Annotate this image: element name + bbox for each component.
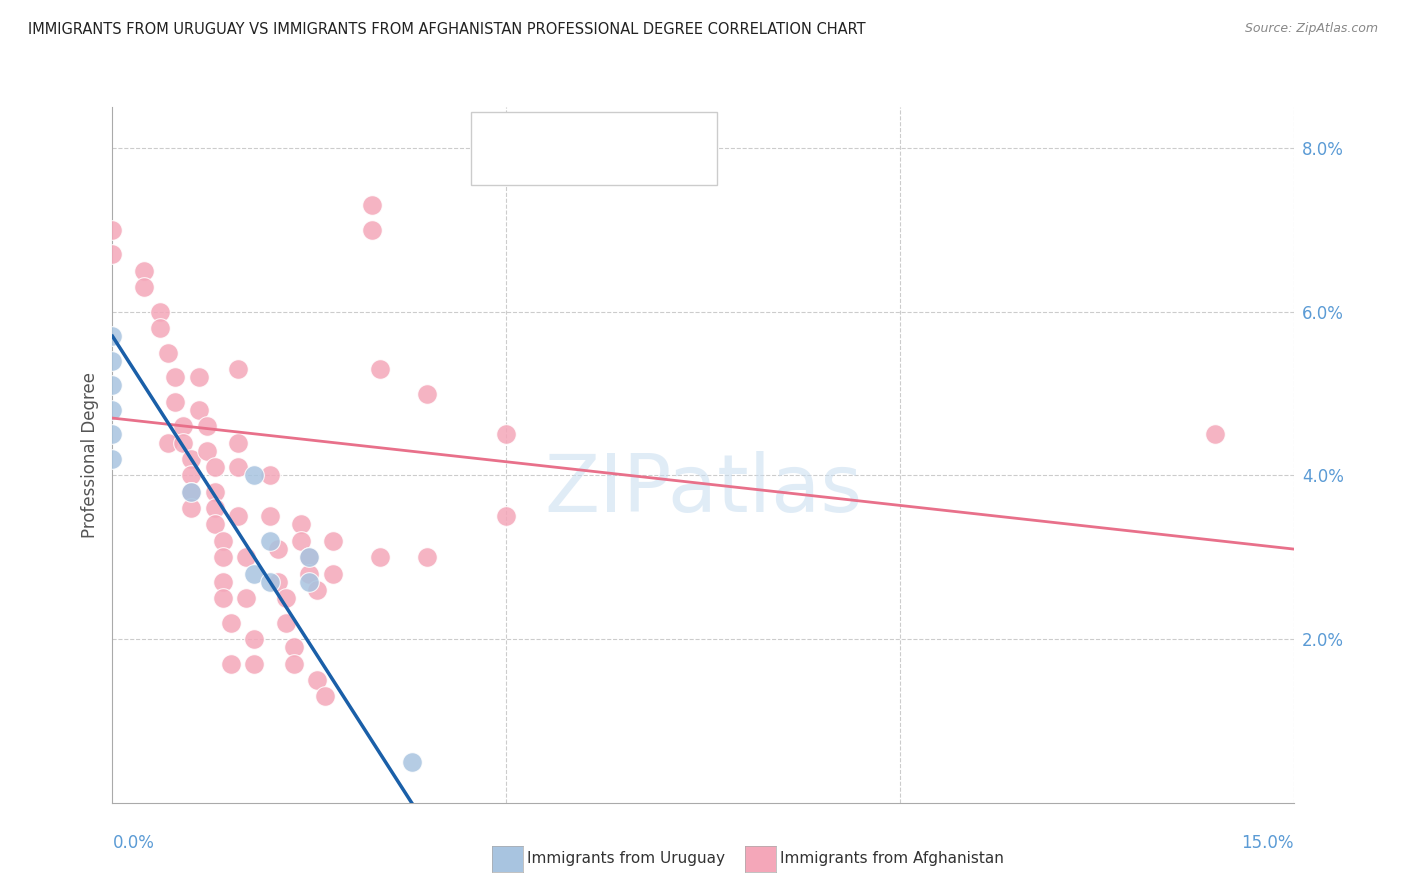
Point [243, 657, 266, 671]
Point [495, 427, 517, 442]
Point [204, 501, 226, 516]
Point [101, 353, 124, 368]
Point [416, 550, 439, 565]
Point [368, 362, 391, 376]
Text: -0.775: -0.775 [567, 120, 621, 136]
Point [259, 509, 281, 524]
Point [361, 198, 384, 212]
Point [101, 329, 124, 343]
Point [156, 435, 179, 450]
Point [322, 533, 344, 548]
Point [274, 615, 297, 630]
Point [416, 386, 439, 401]
Point [368, 550, 391, 565]
Point [274, 591, 297, 606]
Point [243, 566, 266, 581]
Point [180, 452, 202, 467]
Point [235, 550, 257, 565]
Text: -0.138: -0.138 [567, 154, 621, 169]
Point [290, 533, 312, 548]
Point [204, 484, 226, 499]
Point [188, 370, 211, 384]
Text: R =: R = [524, 120, 558, 136]
Point [219, 615, 242, 630]
Text: Source: ZipAtlas.com: Source: ZipAtlas.com [1244, 22, 1378, 36]
Point [307, 673, 329, 687]
Point [211, 574, 233, 589]
Point [204, 460, 226, 475]
Point [132, 280, 155, 294]
Point [149, 304, 172, 318]
Point [228, 435, 250, 450]
Point [290, 517, 312, 532]
Y-axis label: Professional Degree: Professional Degree [80, 372, 98, 538]
Point [204, 517, 226, 532]
Point [156, 345, 179, 359]
Point [267, 542, 290, 557]
Point [361, 223, 384, 237]
Point [101, 378, 124, 392]
Text: 15.0%: 15.0% [1241, 834, 1294, 852]
Text: ZIPatlas: ZIPatlas [544, 450, 862, 529]
Point [101, 247, 124, 261]
Point [322, 566, 344, 581]
Point [101, 223, 124, 237]
Point [188, 403, 211, 417]
Text: 14: 14 [665, 120, 686, 136]
Point [172, 435, 194, 450]
Point [401, 755, 423, 769]
Text: Immigrants from Uruguay: Immigrants from Uruguay [527, 851, 725, 865]
Point [101, 403, 124, 417]
Point [180, 484, 202, 499]
Point [180, 501, 202, 516]
Point [495, 509, 517, 524]
Point [211, 591, 233, 606]
Point [228, 509, 250, 524]
Point [259, 574, 281, 589]
Point [211, 533, 233, 548]
Point [165, 394, 187, 409]
Point [180, 484, 202, 499]
Point [195, 443, 218, 458]
Text: 0.0%: 0.0% [112, 834, 155, 852]
Point [180, 468, 202, 483]
Point [243, 468, 266, 483]
Point [314, 690, 336, 704]
Point [298, 550, 321, 565]
Point [101, 427, 124, 442]
Point [1204, 427, 1226, 442]
Point [165, 370, 187, 384]
Point [307, 582, 329, 597]
Point [243, 632, 266, 646]
Point [195, 419, 218, 434]
Point [132, 264, 155, 278]
Point [228, 460, 250, 475]
Point [283, 657, 305, 671]
Point [235, 591, 257, 606]
Text: 66: 66 [665, 154, 686, 169]
Point [283, 640, 305, 655]
Text: N =: N = [630, 120, 664, 136]
Point [172, 419, 194, 434]
Point [228, 362, 250, 376]
Text: N =: N = [630, 154, 664, 169]
Point [298, 550, 321, 565]
Point [267, 574, 290, 589]
Point [219, 657, 242, 671]
Point [259, 468, 281, 483]
Point [211, 550, 233, 565]
Point [101, 452, 124, 467]
Text: IMMIGRANTS FROM URUGUAY VS IMMIGRANTS FROM AFGHANISTAN PROFESSIONAL DEGREE CORRE: IMMIGRANTS FROM URUGUAY VS IMMIGRANTS FR… [28, 22, 866, 37]
Point [149, 321, 172, 335]
Point [298, 574, 321, 589]
Text: R =: R = [524, 154, 558, 169]
Point [259, 533, 281, 548]
Point [298, 566, 321, 581]
Text: Immigrants from Afghanistan: Immigrants from Afghanistan [780, 851, 1004, 865]
